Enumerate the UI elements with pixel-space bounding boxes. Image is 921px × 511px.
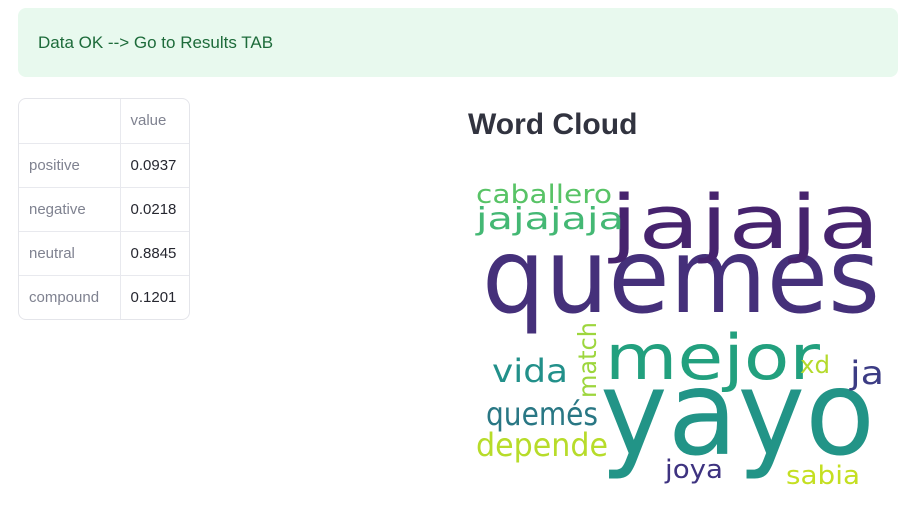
- table-row: neutral 0.8845: [19, 231, 189, 276]
- table-row: negative 0.0218: [19, 187, 189, 232]
- row-label: negative: [19, 187, 121, 232]
- row-label: neutral: [19, 231, 121, 276]
- word-cloud-word: jajaja: [607, 180, 880, 266]
- index-header: [19, 99, 121, 144]
- table-header-row: value: [19, 99, 189, 144]
- word-cloud-title: Word Cloud: [468, 108, 638, 141]
- word-cloud-image: quemes jajaja yayo mejor caballero jajaj…: [475, 180, 884, 491]
- word-cloud-word: quemés: [486, 395, 598, 433]
- row-value: 0.1201: [130, 288, 177, 306]
- word-cloud-word: match: [573, 322, 602, 398]
- row-label: compound: [19, 275, 121, 319]
- success-alert: Data OK --> Go to Results TAB: [18, 8, 898, 77]
- row-value: 0.0937: [120, 143, 189, 188]
- word-cloud-word: yayo: [600, 344, 875, 482]
- row-value: 0.8845: [120, 231, 189, 276]
- word-cloud-word: sabia: [786, 461, 860, 491]
- word-cloud-word: caballero: [476, 180, 612, 210]
- word-cloud-word: vida: [492, 352, 568, 390]
- alert-message: Data OK --> Go to Results TAB: [38, 32, 274, 52]
- table-row: positive 0.0937: [19, 143, 189, 188]
- row-value: 0.0218: [120, 187, 189, 232]
- word-cloud-word: mejor: [605, 321, 821, 394]
- word-cloud-word: jajajaja: [475, 202, 624, 237]
- word-cloud-word: quemes: [482, 217, 880, 337]
- word-cloud-word: joya: [664, 455, 723, 485]
- word-cloud-word: xd: [800, 351, 830, 379]
- sentiment-table-grid: value positive 0.0937 negative 0.0218 ne…: [19, 99, 189, 319]
- word-cloud-word: depende: [476, 426, 608, 464]
- value-column-header: value: [120, 99, 189, 144]
- sentiment-table: value positive 0.0937 negative 0.0218 ne…: [18, 98, 190, 320]
- row-label: positive: [19, 143, 121, 188]
- word-cloud-word: ja: [849, 354, 884, 392]
- table-row: compound 0.1201: [19, 275, 189, 319]
